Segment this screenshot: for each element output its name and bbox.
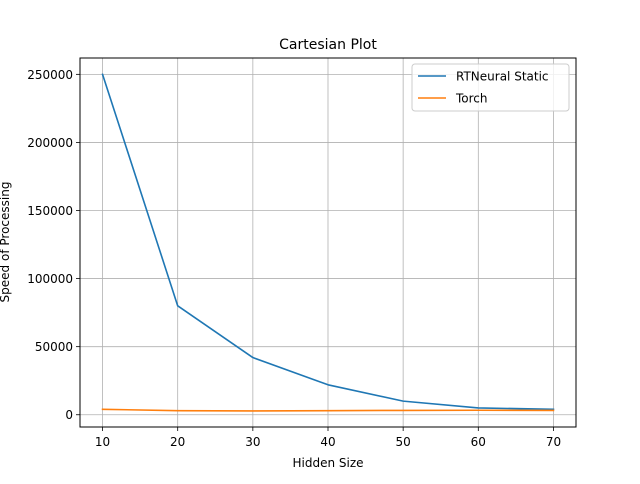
data-point <box>102 74 104 76</box>
legend: RTNeural Static Torch <box>411 63 570 112</box>
data-point <box>177 305 179 307</box>
grid <box>80 58 576 427</box>
data-point <box>327 410 329 412</box>
y-tick-label: 200000 <box>27 136 73 150</box>
y-tick-label: 250000 <box>27 68 73 82</box>
y-axis-label: Speed of Processing <box>0 182 12 303</box>
x-tick-label: 40 <box>320 435 335 449</box>
x-tick-label: 30 <box>245 435 260 449</box>
data-point <box>478 407 480 409</box>
y-tick-label: 100000 <box>27 272 73 286</box>
axis-ticks: 10 20 30 40 50 60 70 0 50000 100000 150000 200000 25… <box>27 68 561 449</box>
data-point <box>177 410 179 412</box>
data-point <box>252 357 254 359</box>
x-tick-label: 70 <box>546 435 561 449</box>
series-lines <box>101 73 555 412</box>
data-point <box>553 410 555 412</box>
x-tick-label: 50 <box>396 435 411 449</box>
data-point <box>252 410 254 412</box>
data-point <box>478 409 480 411</box>
legend-label: Torch <box>455 92 488 106</box>
x-tick-label: 60 <box>471 435 486 449</box>
data-point <box>402 410 404 412</box>
x-tick-label: 10 <box>95 435 110 449</box>
legend-label: RTNeural Static <box>456 70 549 84</box>
data-point <box>402 400 404 402</box>
data-point <box>327 384 329 386</box>
series-line-1 <box>101 408 555 412</box>
y-tick-label: 150000 <box>27 204 73 218</box>
data-point <box>102 408 104 410</box>
x-axis-label: Hidden Size <box>292 456 363 470</box>
y-tick-label: 50000 <box>35 340 73 354</box>
x-tick-label: 20 <box>170 435 185 449</box>
series-line-0 <box>101 73 555 411</box>
legend-box <box>411 63 570 112</box>
chart-title: Cartesian Plot <box>279 37 377 53</box>
y-tick-label: 0 <box>65 408 73 422</box>
